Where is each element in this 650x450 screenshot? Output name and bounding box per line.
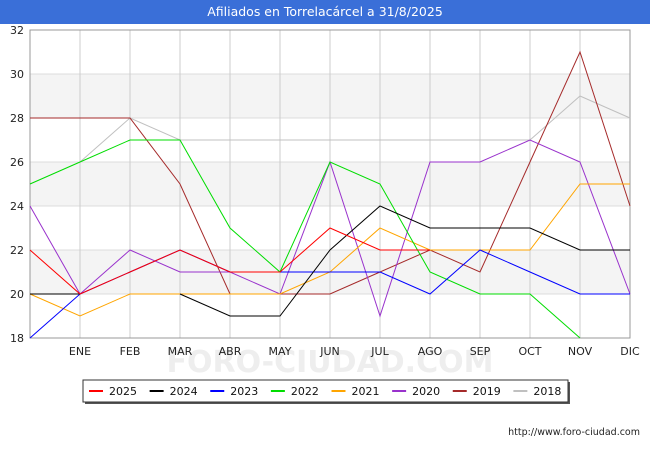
- legend-label-2022: 2022: [291, 385, 319, 398]
- series-line-2024: [30, 205, 630, 317]
- series-line-2025: [29, 227, 430, 295]
- legend-label-2024: 2024: [170, 385, 198, 398]
- x-tick-label: OCT: [518, 345, 541, 358]
- y-tick-label: 20: [10, 288, 24, 301]
- chart-title: Afiliados en Torrelacárcel a 31/8/2025: [0, 0, 650, 24]
- legend-label-2020: 2020: [412, 385, 440, 398]
- y-tick-label: 28: [10, 112, 24, 125]
- series-line-2018: [79, 95, 631, 163]
- x-tick-label: DIC: [620, 345, 640, 358]
- watermark-text: FORO-CIUDAD.COM: [167, 345, 494, 380]
- legend-label-2025: 2025: [109, 385, 137, 398]
- y-tick-label: 30: [10, 68, 24, 81]
- x-tick-label: ENE: [69, 345, 91, 358]
- y-tick-label: 24: [10, 200, 24, 213]
- legend-label-2021: 2021: [352, 385, 380, 398]
- x-tick-label: MAY: [269, 345, 292, 358]
- legend-label-2019: 2019: [473, 385, 501, 398]
- legend-box: [82, 379, 569, 403]
- y-tick-label: 32: [10, 24, 24, 37]
- y-tick-label: 18: [10, 332, 24, 345]
- legend-label-2023: 2023: [230, 385, 258, 398]
- y-tick-label: 26: [10, 156, 24, 169]
- x-tick-label: ABR: [219, 345, 242, 358]
- x-tick-label: FEB: [120, 345, 141, 358]
- series-line-2019: [30, 50, 631, 295]
- x-tick-label: NOV: [568, 345, 593, 358]
- series-line-2022: [29, 139, 581, 339]
- x-tick-label: AGO: [418, 345, 443, 358]
- legend-label-2018: 2018: [533, 385, 561, 398]
- source-url[interactable]: http://www.foro-ciudad.com: [508, 427, 640, 438]
- x-tick-label: JUN: [319, 345, 340, 358]
- x-tick-label: MAR: [168, 345, 193, 358]
- x-tick-label: SEP: [470, 345, 491, 358]
- x-tick-label: JUL: [370, 345, 389, 358]
- y-tick-label: 22: [10, 244, 24, 257]
